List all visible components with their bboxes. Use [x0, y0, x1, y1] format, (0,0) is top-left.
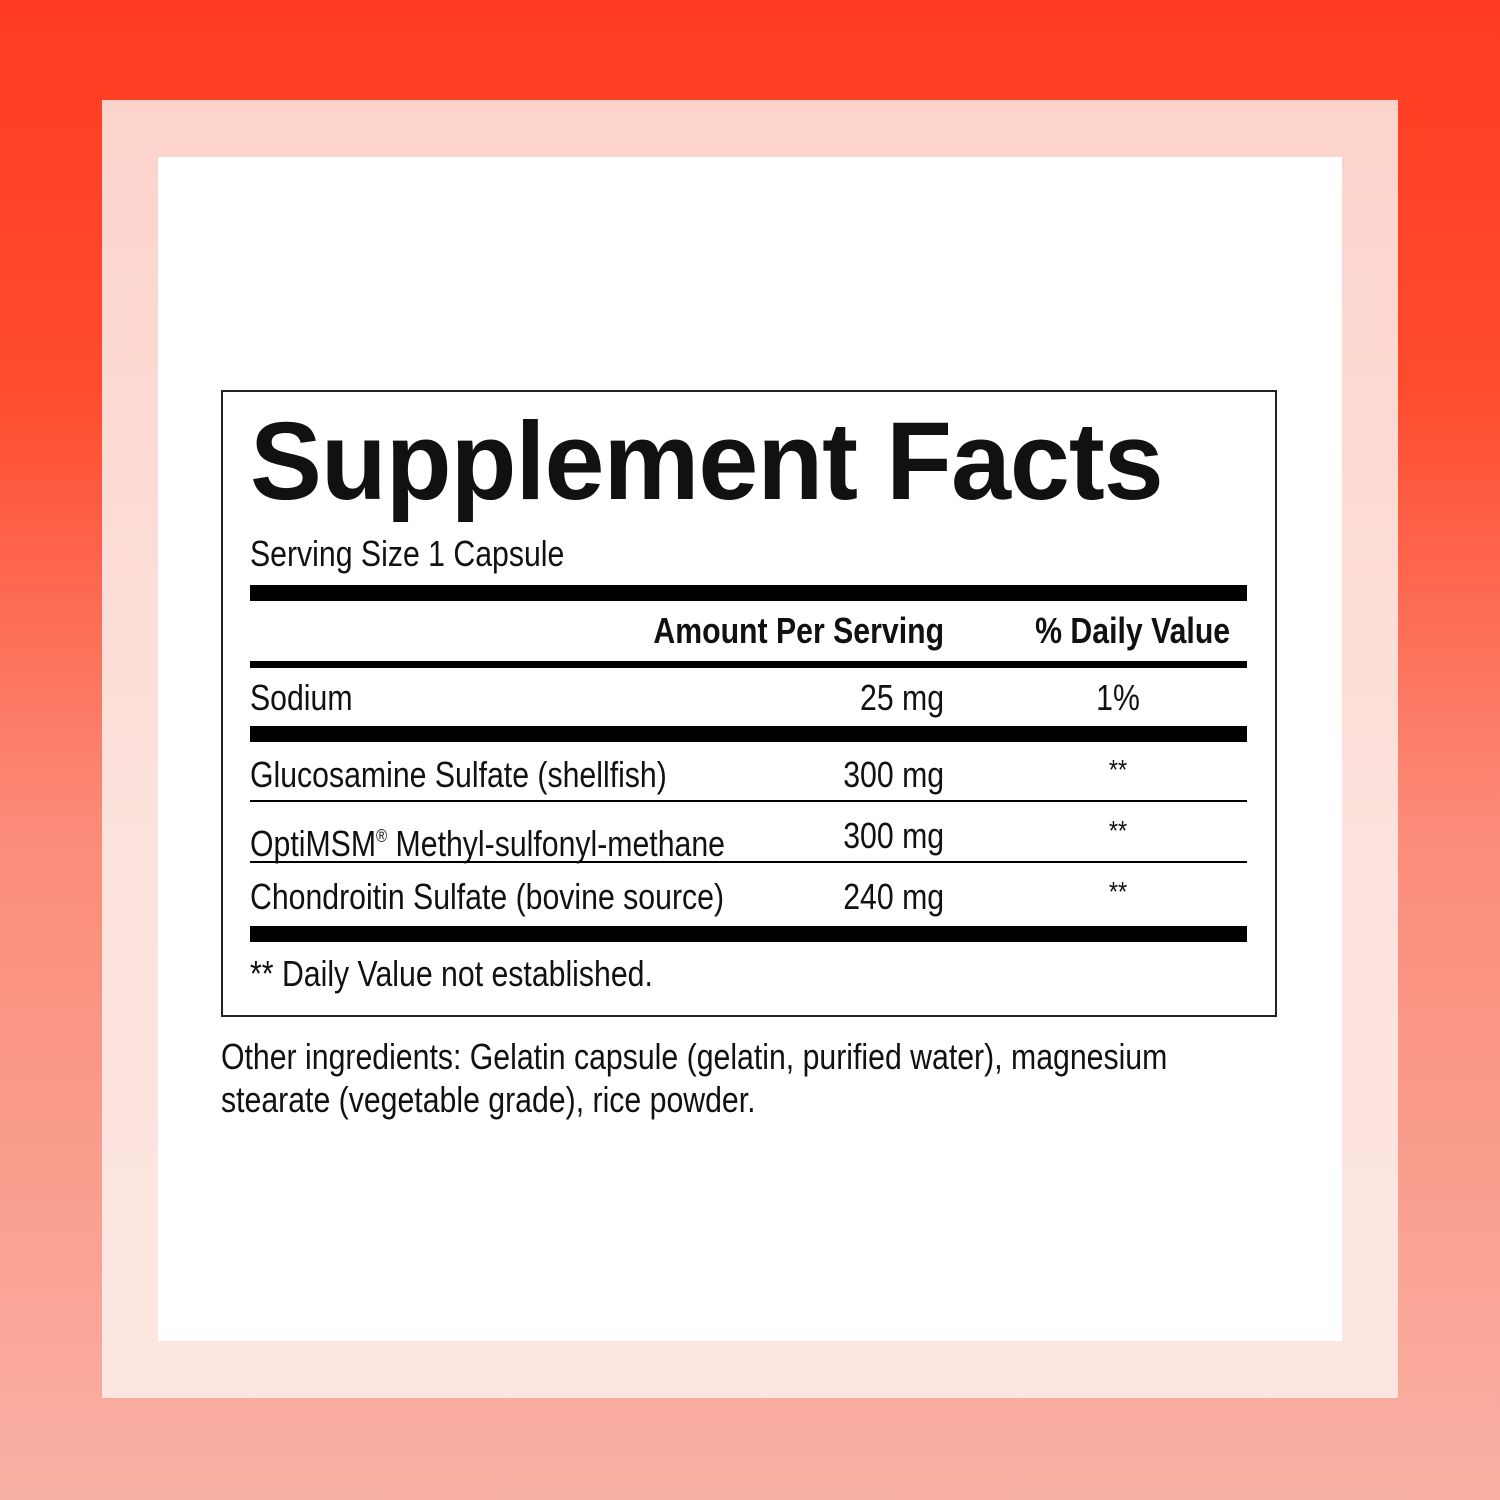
card — [158, 157, 1342, 1341]
row-amount: 300 mg — [843, 754, 944, 795]
supplement-facts-panel — [221, 390, 1277, 1017]
row-name: OptiMSM® Methyl-sulfonyl-methane — [250, 814, 725, 864]
row-dv: ** — [1108, 754, 1128, 785]
row-name-rest: Methyl-sulfonyl-methane — [387, 823, 725, 864]
other-ingredients-line2: stearate (vegetable grade), rice powder. — [221, 1079, 756, 1120]
row-name: Glucosamine Sulfate (shellfish) — [250, 754, 667, 795]
thick-divider — [250, 726, 1247, 742]
thick-divider — [250, 926, 1247, 942]
header-daily-value: % Daily Value — [1035, 610, 1230, 651]
serving-size: Serving Size 1 Capsule — [250, 533, 565, 574]
row-name: Sodium — [250, 677, 353, 718]
thin-divider — [250, 861, 1247, 863]
row-amount: 240 mg — [843, 876, 944, 917]
thick-divider — [250, 585, 1247, 601]
registered-mark: ® — [376, 826, 388, 846]
other-ingredients-line1: Other ingredients: Gelatin capsule (gela… — [221, 1036, 1168, 1077]
row-dv: ** — [1108, 876, 1128, 907]
row-dv: 1% — [1096, 677, 1140, 718]
footnote: ** Daily Value not established. — [250, 953, 653, 994]
row-name: Chondroitin Sulfate (bovine source) — [250, 876, 725, 917]
row-dv: ** — [1108, 815, 1128, 846]
header-amount: Amount Per Serving — [653, 610, 944, 651]
panel-title: Supplement Facts — [250, 400, 1164, 523]
medium-divider — [250, 661, 1247, 668]
row-amount: 25 mg — [859, 677, 944, 718]
thin-divider — [250, 800, 1247, 802]
row-name-brand: OptiMSM — [250, 823, 377, 864]
row-amount: 300 mg — [843, 815, 944, 856]
